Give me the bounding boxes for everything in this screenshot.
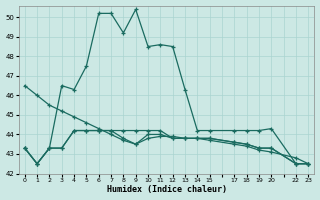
X-axis label: Humidex (Indice chaleur): Humidex (Indice chaleur) xyxy=(107,185,227,194)
